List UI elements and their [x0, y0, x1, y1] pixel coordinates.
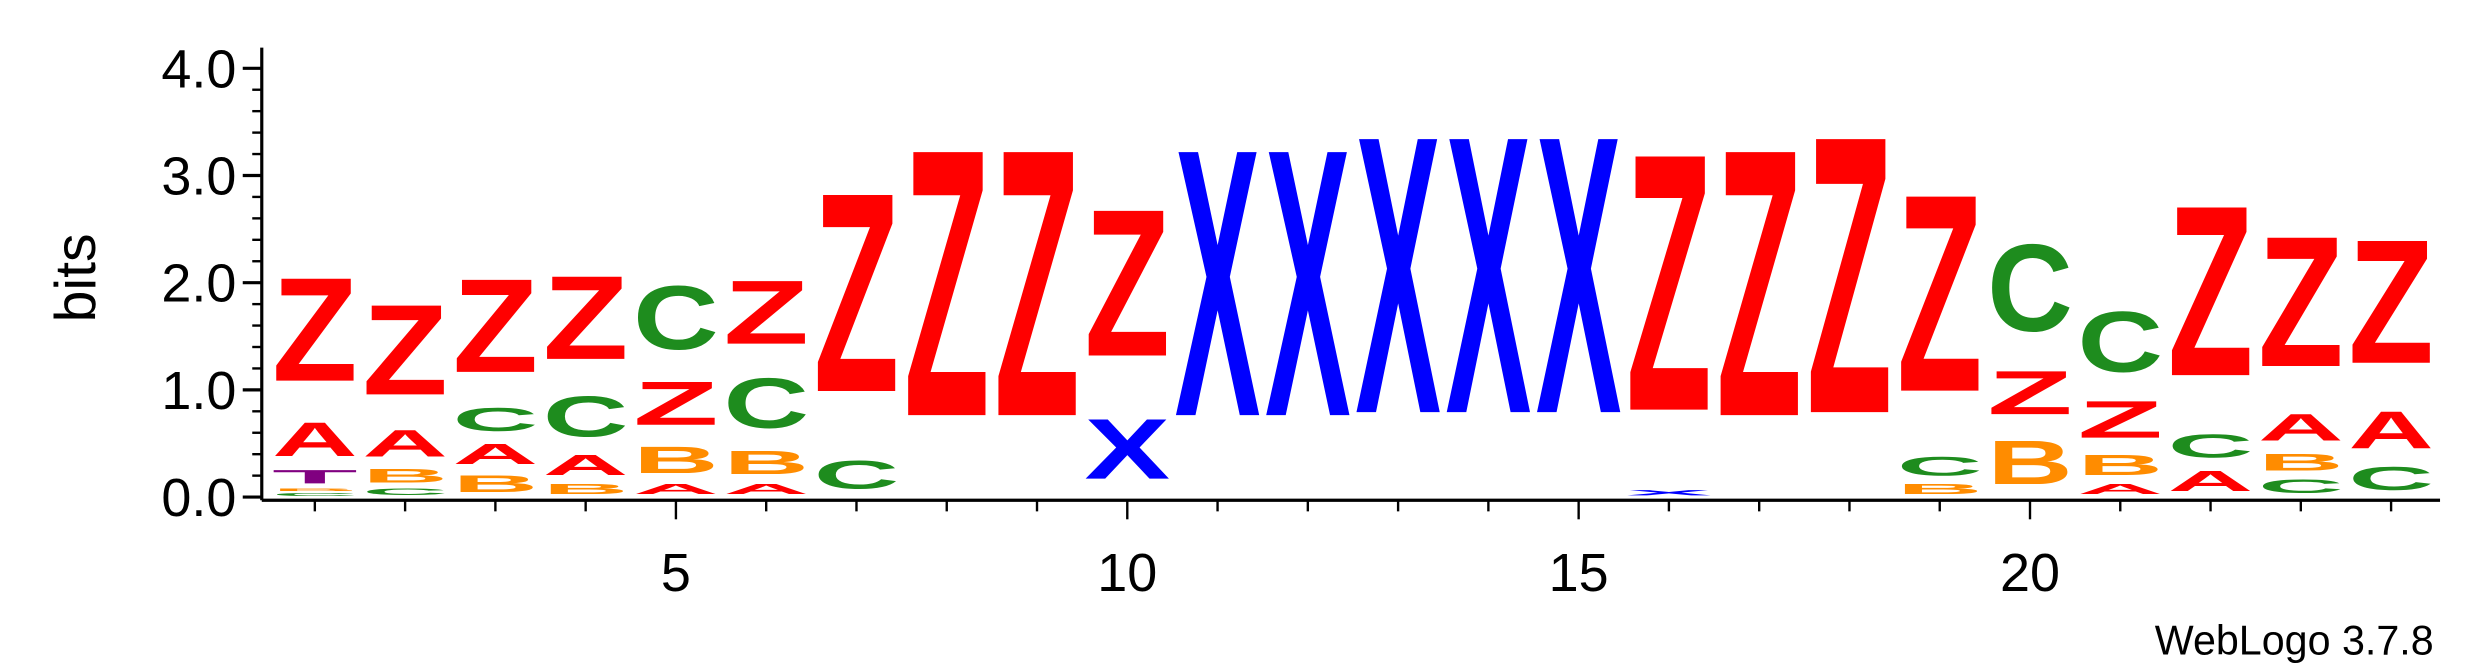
logo-letter-z: Z: [362, 277, 448, 422]
logo-letter-c: C: [1897, 451, 1983, 481]
logo-letter-z: Z: [272, 247, 358, 412]
logo-letter-x: X: [1265, 71, 1351, 497]
logo-letter-b: B: [1987, 428, 2073, 498]
logo-letter-b: B: [2078, 449, 2164, 481]
logo-letter-b: B: [2258, 449, 2344, 476]
logo-letter-a: A: [2078, 481, 2164, 497]
logo-letter-a: A: [2258, 406, 2343, 449]
logo-letter-c: C: [2258, 476, 2344, 497]
logo-letter-a: A: [272, 413, 358, 466]
logo-letter-c: C: [814, 452, 900, 497]
logo-letter-z: Z: [994, 70, 1080, 498]
y-tick-label: 4.0: [161, 39, 236, 99]
logo-letter-z: Z: [543, 251, 629, 385]
logo-letter-z: Z: [1626, 78, 1712, 489]
logo-letter-a: A: [2168, 465, 2254, 497]
x-ticks: 5 10 15 20: [313, 500, 2393, 603]
logo-letter-a: A: [453, 439, 539, 471]
logo-letter-z: Z: [1716, 70, 1802, 498]
y-axis-label: bits: [44, 233, 108, 322]
logo-letter-b: B: [453, 471, 539, 498]
y-tick-label: 2.0: [161, 254, 236, 314]
logo-letter-z: Z: [633, 369, 719, 438]
logo-letter-t: T: [272, 466, 358, 487]
y-tick-label: 1.0: [161, 361, 236, 421]
logo-letter-a: A: [723, 481, 809, 497]
y-ticks: 0.0 1.0 2.0 3.0 4.0: [161, 39, 262, 528]
logo-letter-z: Z: [2168, 156, 2254, 428]
logo-letter-z: Z: [1987, 358, 2073, 427]
logo-letter-b: B: [543, 481, 629, 497]
y-tick-label: 3.0: [161, 147, 236, 207]
logo-letter-z: Z: [1085, 165, 1171, 400]
logo-letter-c: C: [272, 492, 358, 497]
logo-letter-c: C: [2078, 293, 2164, 389]
logo-letter-z: Z: [1807, 55, 1893, 498]
logo-letter-c: C: [543, 385, 629, 449]
logo-letter-z: Z: [723, 262, 809, 364]
logo-letter-b: B: [1897, 481, 1983, 497]
logo-letter-z: Z: [814, 133, 900, 452]
logo-letter-c: C: [2348, 460, 2434, 497]
y-tick-label: 0.0: [161, 468, 236, 528]
logo-letter-x: X: [1085, 401, 1171, 497]
logo-letter-b: B: [723, 444, 809, 481]
x-tick-label: 15: [1549, 543, 1609, 603]
logo-letter-b: B: [633, 438, 718, 481]
credit-label: WebLogo 3.7.8: [2155, 617, 2434, 663]
logo-letter-z: Z: [2348, 203, 2434, 400]
logo-letter-c: C: [362, 486, 448, 497]
axis-layer: bits WebLogo 3.7.8: [44, 47, 2441, 663]
x-tick-label: 10: [1097, 543, 1157, 603]
logo-letter-x: X: [1446, 54, 1532, 497]
x-tick-label: 20: [2000, 543, 2060, 603]
logo-letter-b: B: [272, 487, 358, 491]
logo-letter-x: X: [1175, 71, 1261, 497]
logo-letter-a: A: [2348, 401, 2434, 460]
logo-letter-c: C: [723, 363, 809, 444]
logo-letter-a: A: [633, 481, 719, 497]
logo-letter-a: A: [362, 422, 447, 465]
logo-letter-z: Z: [2078, 390, 2164, 449]
logo-letter-a: A: [543, 449, 629, 481]
x-tick-label: 5: [661, 543, 691, 603]
logo-letter-x: X: [1626, 489, 1711, 498]
logo-letter-c: C: [453, 401, 539, 438]
logo-letter-z: Z: [1897, 136, 1983, 451]
logo-letter-z: Z: [2258, 198, 2344, 406]
logo-letter-x: X: [1536, 54, 1622, 497]
logo-letter-c: C: [2168, 428, 2254, 465]
logo-letter-b: B: [362, 465, 448, 486]
logo-letter-z: Z: [904, 70, 990, 498]
logo-letter-z: Z: [453, 252, 539, 402]
logo-letter-c: C: [633, 267, 719, 369]
logo-letter-x: X: [1355, 54, 1441, 497]
logo-letter-c: C: [1987, 218, 2073, 357]
